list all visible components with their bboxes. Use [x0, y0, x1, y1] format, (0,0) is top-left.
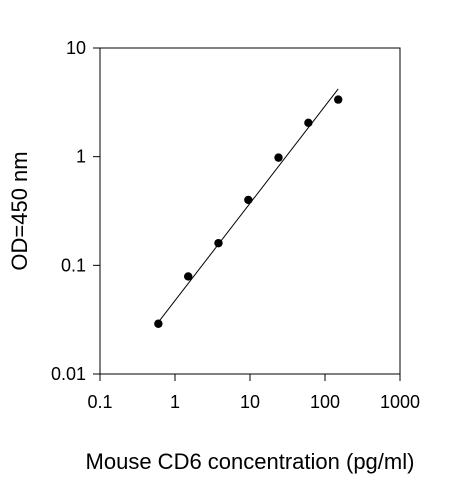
y-tick-label: 0.1	[61, 255, 86, 275]
y-axis: 0.01 0.1 1 10	[51, 38, 100, 384]
data-point	[184, 272, 193, 281]
data-point	[274, 153, 283, 162]
y-tick-label: 10	[66, 38, 86, 58]
data-point	[304, 118, 313, 127]
y-tick-label: 0.01	[51, 364, 86, 384]
x-tick-label: 1	[170, 392, 180, 412]
fit-line	[157, 88, 339, 323]
x-axis-label: Mouse CD6 concentration (pg/ml)	[86, 449, 415, 474]
x-tick-label: 1000	[380, 392, 420, 412]
x-tick-label: 100	[310, 392, 340, 412]
data-point	[244, 195, 253, 205]
data-point	[334, 95, 343, 104]
y-tick-label: 1	[76, 147, 86, 167]
x-tick-label: 0.1	[87, 392, 112, 412]
x-tick-label: 10	[240, 392, 260, 412]
x-axis: 0.1 1 10 100 1000	[87, 374, 420, 412]
plot-area	[99, 47, 401, 375]
fit-line-group	[157, 88, 339, 323]
data-point	[154, 319, 163, 328]
data-points	[154, 95, 343, 328]
y-axis-label: OD=450 nm	[7, 151, 32, 270]
data-point	[214, 238, 223, 248]
